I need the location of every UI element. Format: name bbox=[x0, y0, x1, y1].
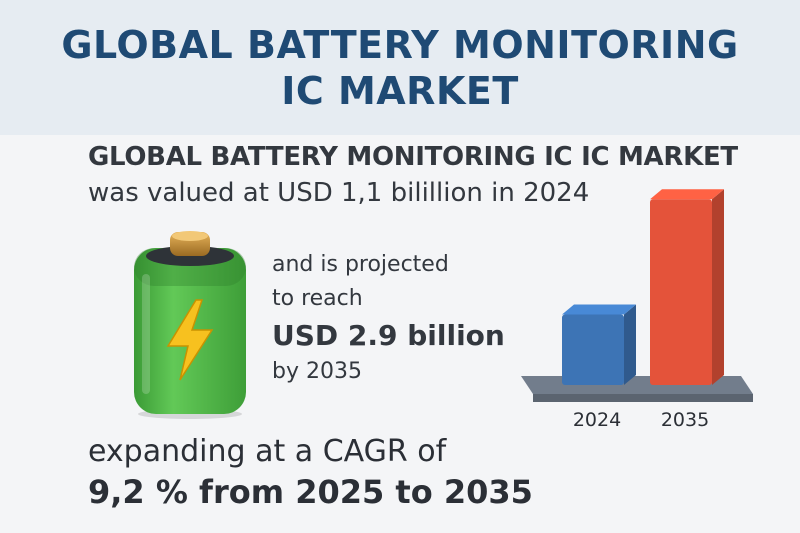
intro-line-2: was valued at USD 1,1 bilillion in 2024 bbox=[88, 178, 590, 208]
projection-line-4: by 2035 bbox=[272, 359, 362, 384]
chart-base-front bbox=[533, 394, 753, 402]
header-band bbox=[0, 0, 800, 135]
x-tick-label-2035: 2035 bbox=[661, 409, 709, 431]
cagr-line-1: expanding at a CAGR of bbox=[88, 434, 447, 469]
battery-icon bbox=[130, 230, 250, 420]
lightning-bolt-icon bbox=[166, 299, 214, 381]
bar-2035 bbox=[650, 199, 712, 385]
title-line-1: GLOBAL BATTERY MONITORING bbox=[61, 23, 739, 67]
bar-2024 bbox=[562, 314, 624, 385]
bar-chart-svg: 2024 2035 bbox=[521, 189, 753, 431]
page-title: GLOBAL BATTERY MONITORING IC MARKET bbox=[0, 22, 800, 114]
projection-line-2: to reach bbox=[272, 286, 363, 311]
projection-text: and is projected to reach USD 2.9 billio… bbox=[272, 248, 532, 388]
x-tick-label-2024: 2024 bbox=[573, 409, 621, 431]
title-line-2: IC MARKET bbox=[281, 69, 519, 113]
intro-line-1: GLOBAL BATTERY MONITORING IC IC MARKET bbox=[88, 142, 738, 172]
cagr-line-2: 9,2 % from 2025 to 2035 bbox=[88, 473, 533, 511]
bar-top-2035 bbox=[650, 189, 724, 200]
bar-side-2024 bbox=[624, 304, 636, 385]
bar-chart: 2024 2035 bbox=[515, 170, 765, 450]
projection-line-1: and is projected bbox=[272, 252, 449, 277]
bar-top-2024 bbox=[562, 304, 636, 315]
projection-value: USD 2.9 billion bbox=[272, 319, 505, 352]
cagr-text: expanding at a CAGR of 9,2 % from 2025 t… bbox=[88, 432, 533, 512]
bar-side-2035 bbox=[712, 189, 724, 385]
